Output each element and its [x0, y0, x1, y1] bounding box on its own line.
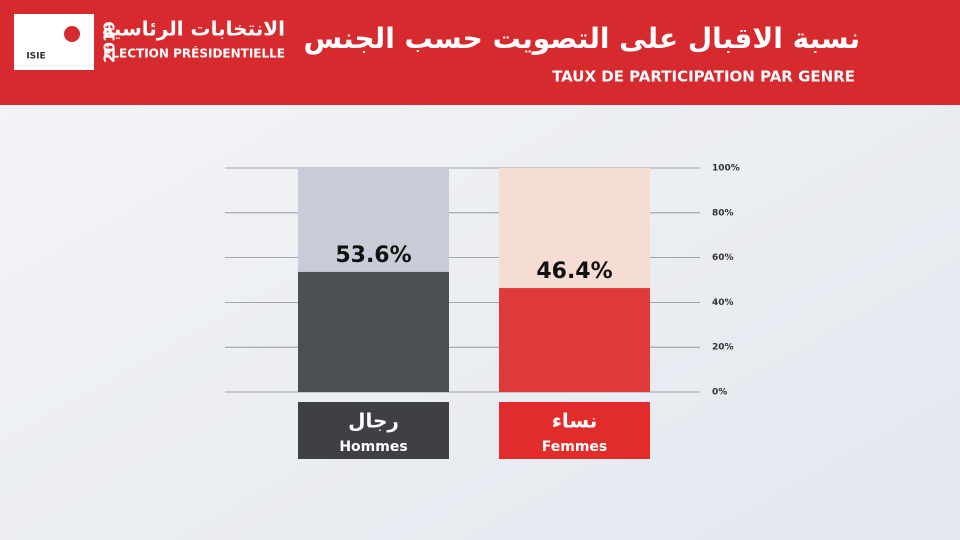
y-tick-label: 0% — [712, 388, 727, 398]
y-tick-label: 40% — [712, 298, 734, 308]
header-bar — [0, 0, 960, 105]
category-label-fr: Hommes — [339, 439, 407, 455]
election-fr: ÉLECTION PRÉSIDENTIELLE — [103, 46, 285, 61]
value-label: 46.4% — [536, 259, 612, 284]
y-tick-label: 60% — [712, 253, 734, 263]
y-tick-label: 80% — [712, 208, 734, 218]
logo-box — [14, 14, 94, 70]
logo-text: ISIE — [26, 52, 45, 62]
bar — [298, 271, 449, 392]
y-tick-label: 20% — [712, 343, 734, 353]
chart-title: نسبة الاقبال على التصويت حسب الجنس — [303, 22, 860, 55]
value-label: 53.6% — [335, 243, 411, 268]
y-tick-label: 100% — [712, 164, 740, 174]
category-label-ar: رجال — [348, 409, 399, 433]
logo-flag — [64, 26, 80, 42]
category-label-fr: Femmes — [542, 439, 608, 455]
category-box — [298, 402, 449, 459]
category-label-ar: نساء — [552, 409, 598, 433]
year: 2019 — [101, 21, 119, 63]
election-ar: الانتخابات الرئاسية — [102, 17, 285, 41]
bar — [499, 288, 650, 392]
category-box — [499, 402, 650, 459]
chart-subtitle: TAUX DE PARTICIPATION PAR GENRE — [552, 68, 855, 86]
